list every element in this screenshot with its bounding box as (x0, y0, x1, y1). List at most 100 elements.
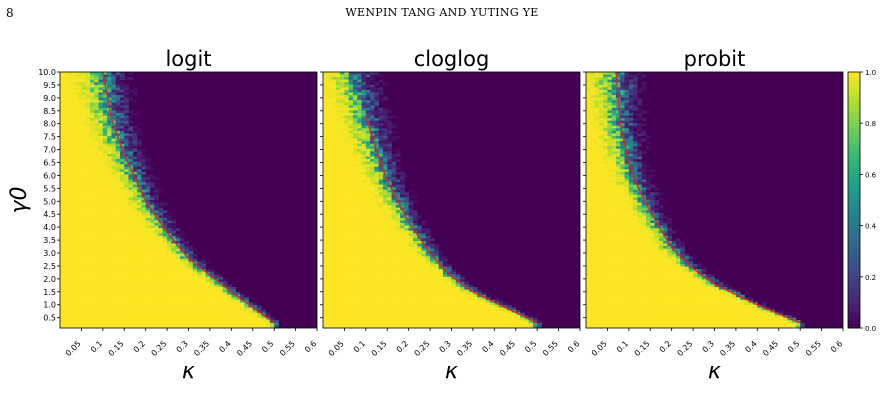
heatmap-cell (382, 151, 388, 155)
heatmap-cell (438, 269, 444, 273)
heatmap-cell (72, 161, 78, 165)
heatmap-cell (344, 235, 350, 239)
heatmap-cell (391, 253, 397, 257)
heatmap-cell (365, 302, 371, 306)
heatmap-cell (344, 253, 350, 257)
heatmap-cell (89, 228, 95, 232)
heatmap-cell (323, 289, 328, 293)
heatmap-cell (132, 292, 138, 296)
heatmap-cell (149, 310, 155, 313)
heatmap-cell (468, 297, 474, 301)
heatmap-cell (378, 315, 384, 319)
heatmap-cell (382, 312, 388, 316)
heatmap-cell (391, 169, 397, 173)
heatmap-cell (335, 77, 341, 81)
heatmap-cell (124, 297, 129, 301)
heatmap-cell (408, 281, 414, 285)
heatmap-cell (132, 156, 138, 160)
heatmap-cell (357, 225, 362, 229)
heatmap-cell (128, 220, 134, 224)
heatmap-cell (323, 248, 328, 252)
heatmap-cell (94, 238, 99, 242)
heatmap-cell (124, 141, 129, 145)
heatmap-cell (352, 271, 358, 275)
heatmap-cell (85, 205, 91, 209)
heatmap-cell (162, 315, 168, 319)
heatmap-cell (327, 194, 332, 198)
heatmap-cell (209, 294, 215, 298)
heatmap-cell (115, 179, 121, 183)
heatmap-cell (85, 174, 91, 178)
heatmap-cell (179, 233, 185, 237)
heatmap-cell (119, 274, 125, 278)
heatmap-cell (387, 284, 392, 288)
heatmap-cell (352, 179, 358, 183)
heatmap-cell (162, 217, 168, 221)
heatmap-cell (167, 307, 172, 311)
heatmap-cell (391, 310, 397, 313)
heatmap-cell (60, 292, 65, 296)
heatmap-cell (102, 115, 108, 119)
heatmap-cell (340, 312, 345, 316)
heatmap-cell (412, 223, 418, 226)
heatmap-cell (137, 128, 142, 132)
heatmap-cell (327, 100, 332, 104)
heatmap-cell (137, 240, 142, 244)
heatmap-cell (119, 77, 125, 81)
heatmap-cell (421, 256, 427, 260)
heatmap-cell (481, 307, 487, 311)
heatmap-cell (132, 243, 138, 247)
heatmap-cell (365, 310, 371, 313)
heatmap-cell (149, 294, 155, 298)
heatmap-cell (72, 322, 78, 326)
heatmap-cell (145, 197, 151, 201)
heatmap-cell (68, 289, 74, 293)
heatmap-cell (244, 315, 249, 319)
heatmap-cell (374, 169, 380, 173)
heatmap-cell (77, 317, 82, 321)
heatmap-cell (395, 215, 401, 219)
heatmap-cell (171, 294, 176, 298)
heatmap-cell (175, 304, 181, 308)
heatmap-cell (77, 292, 82, 296)
heatmap-cell (374, 302, 380, 306)
heatmap-cell (374, 251, 380, 255)
heatmap-cell (145, 261, 151, 265)
heatmap-cell (387, 253, 392, 257)
heatmap-cell (81, 251, 87, 255)
heatmap-cell (370, 258, 375, 262)
heatmap-cell (412, 310, 418, 313)
heatmap-cell (348, 246, 354, 249)
heatmap-cell (374, 182, 380, 185)
heatmap-cell (77, 279, 82, 283)
heatmap-cell (85, 146, 91, 150)
heatmap-cell (395, 212, 401, 216)
heatmap-cell (481, 302, 487, 306)
heatmap-cell (244, 299, 249, 303)
heatmap-cell (137, 228, 142, 232)
heatmap-cell (128, 304, 134, 308)
heatmap-cell (98, 118, 104, 121)
heatmap-cell (357, 294, 362, 298)
heatmap-cell (60, 189, 65, 193)
heatmap-cell (179, 256, 185, 260)
heatmap-cell (188, 310, 194, 313)
heatmap-cell (357, 304, 362, 308)
heatmap-cell (111, 100, 117, 104)
heatmap-cell (68, 302, 74, 306)
heatmap-cell (378, 261, 384, 265)
heatmap-cell (167, 243, 172, 247)
heatmap-cell (391, 279, 397, 283)
heatmap-cell (77, 164, 82, 168)
heatmap-cell (102, 212, 108, 216)
heatmap-cell (158, 217, 164, 221)
heatmap-cell (340, 153, 345, 157)
heatmap-cell (323, 171, 328, 175)
heatmap-cell (141, 189, 147, 193)
heatmap-cell (348, 251, 354, 255)
heatmap-cell (361, 266, 367, 270)
heatmap-cell (365, 169, 371, 173)
heatmap-cell (89, 230, 95, 234)
heatmap-cell (115, 212, 121, 216)
heatmap-cell (331, 223, 337, 226)
